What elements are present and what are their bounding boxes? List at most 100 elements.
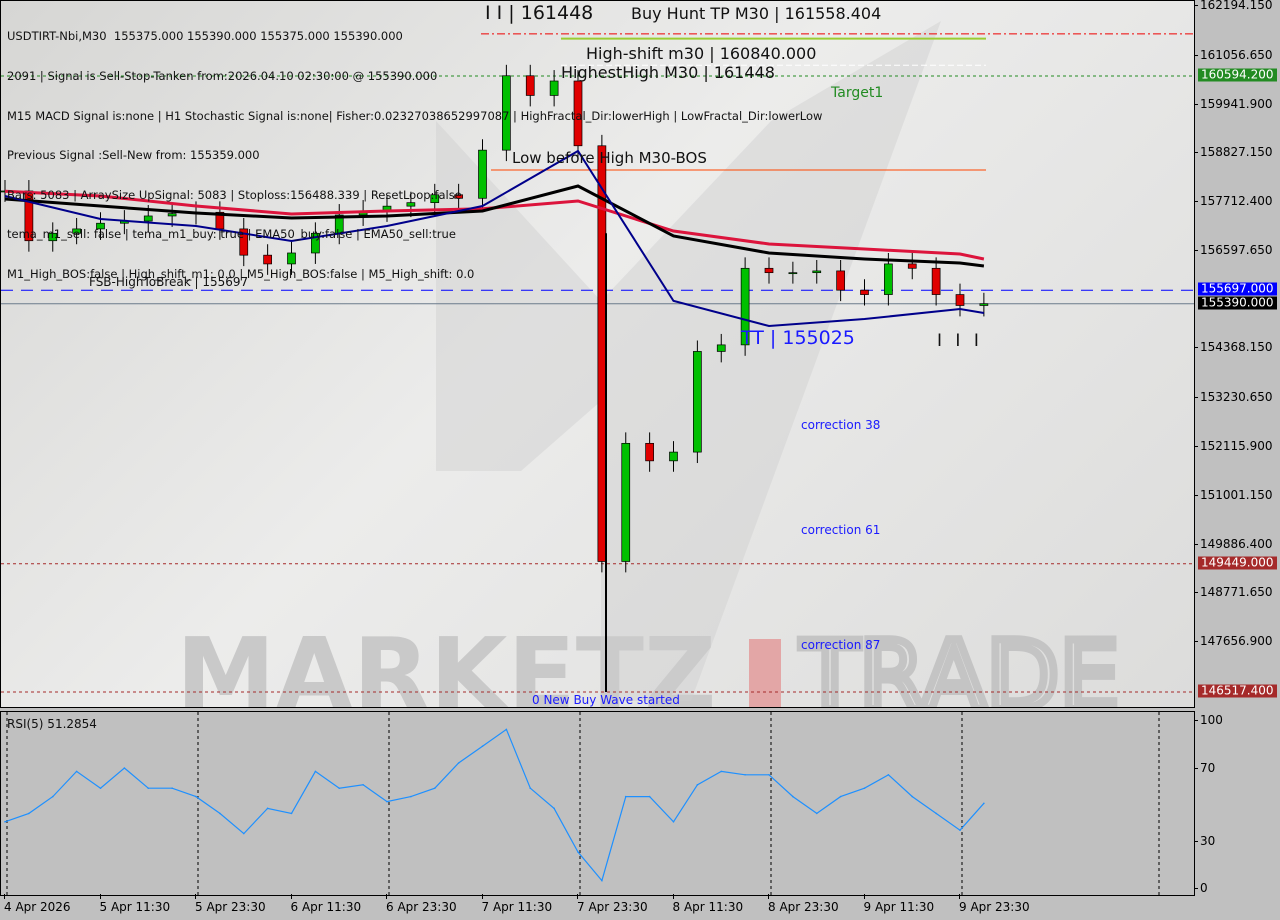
rsi-point [935, 812, 937, 815]
rsi-point [601, 879, 603, 882]
candle [502, 75, 511, 151]
candle [716, 344, 726, 352]
tt-label: TT | 155025 [741, 327, 855, 349]
candle [573, 80, 583, 147]
moving-average-line [4, 184, 985, 268]
candle [693, 351, 702, 453]
price-tick-label: 159941.900 [1194, 96, 1273, 111]
price-tick-label: 156597.650 [1194, 242, 1273, 257]
rsi-point [696, 784, 699, 786]
rsi-point [839, 795, 842, 798]
info-line: 2091 | Signal is Sell-Stop-Tanken from:2… [7, 69, 438, 84]
candle [48, 232, 58, 242]
candle [239, 228, 249, 256]
correction-38-label: correction 38 [801, 418, 881, 432]
price-level-badge: 155390.000 [1198, 296, 1277, 310]
price-tick-label: 147656.900 [1194, 634, 1273, 649]
rsi-point [744, 773, 746, 776]
rsi-point [51, 795, 54, 798]
candle [167, 213, 177, 217]
time-tick-label: 5 Apr 11:30 [99, 894, 171, 914]
ii-high-label: I I | 161448 [485, 2, 594, 24]
info-line: M15 MACD Signal is:none | H1 Stochastic … [7, 108, 823, 123]
price-tick-label: 153230.650 [1194, 390, 1273, 405]
high-shift-label: High-shift m30 | 160840.000 [586, 44, 817, 63]
price-level-badge: 160594.200 [1198, 68, 1277, 82]
rsi-tick-label: 0 [1194, 881, 1208, 895]
candle [860, 289, 869, 295]
watermark-logo [436, 21, 941, 701]
moving-average-line [4, 149, 985, 328]
time-tick-label: 4 Apr 2026 [4, 894, 71, 914]
info-line: Previous Signal :Sell-New from: 155359.0… [7, 148, 260, 163]
correction-61-label: correction 61 [801, 523, 881, 537]
rsi-point [219, 812, 221, 815]
rsi-point [911, 795, 914, 798]
rsi-point [195, 795, 197, 798]
info-line: Bars: 5083 | ArraySize UpSignal: 5083 | … [7, 187, 462, 202]
rsi-point [290, 812, 293, 815]
rsi-point [266, 807, 269, 810]
candle [907, 263, 917, 269]
rsi-tick-label: 70 [1193, 761, 1216, 775]
price-tick-label: 151001.150 [1194, 487, 1273, 502]
rsi-panel[interactable]: RSI(5) 51.2854 [0, 711, 1195, 896]
indicator-info: USDTIRT-Nbi,M30 155375.000 155390.000 15… [7, 4, 822, 308]
watermark-bar [749, 639, 781, 707]
rsi-point [983, 802, 985, 805]
rsi-point [720, 770, 723, 773]
price-axis[interactable]: 162194.150 161056.650 159941.900 158827.150… [1193, 0, 1280, 920]
price-tick-label: 154368.150 [1194, 340, 1273, 355]
price-tick-label: 149886.400 [1194, 536, 1273, 551]
candle [979, 303, 989, 306]
time-tick-label: 7 Apr 23:30 [577, 894, 648, 914]
rsi-point [529, 787, 532, 789]
watermark-text: TRADE [800, 622, 1119, 708]
rsi-tick-label: 100 [1194, 713, 1223, 727]
rsi-point [386, 800, 388, 803]
candle [669, 451, 678, 462]
buy-hunt-tp-label: Buy Hunt TP M30 | 161558.404 [631, 4, 882, 23]
rsi-point [123, 767, 126, 769]
candle [143, 215, 153, 222]
rsi-point [75, 770, 78, 773]
candle [740, 267, 750, 346]
rsi-point [863, 787, 866, 789]
rsi-point [171, 787, 173, 789]
info-line: tema_m1_sell: false | tema_m1_buy: true … [7, 227, 456, 242]
candle [931, 267, 941, 295]
candle [549, 80, 559, 96]
price-level-badge: 155697.000 [1198, 282, 1277, 296]
rsi-point [553, 807, 555, 810]
fsb-label: FSB-HighToBreak | 155697 [89, 275, 249, 289]
price-tick-label: 157712.400 [1194, 194, 1273, 209]
time-tick-label: 9 Apr 23:30 [959, 894, 1030, 914]
rsi-title: RSI(5) 51.2854 [7, 717, 97, 731]
time-tick-label: 8 Apr 23:30 [768, 894, 839, 914]
rsi-point [648, 795, 651, 798]
rsi-point [624, 795, 627, 798]
rsi-tick-label: 30 [1193, 834, 1216, 848]
correction-87-label: correction 87 [801, 638, 881, 652]
candle [621, 442, 631, 562]
candle [884, 263, 893, 295]
candle [764, 267, 774, 274]
price-chart[interactable]: MARKETZ TRADE USDTIRT-Nbi,M30 155375.000 … [0, 0, 1195, 708]
rsi-point [887, 773, 890, 776]
info-line: USDTIRT-Nbi,M30 155375.000 155390.000 15… [7, 29, 403, 44]
rsi-point [4, 821, 6, 823]
time-tick-label: 6 Apr 11:30 [290, 894, 362, 914]
rsi-point [577, 851, 579, 853]
time-tick-label: 9 Apr 11:30 [863, 894, 935, 914]
low-before-high-label: Low before High M30-BOS [512, 149, 707, 167]
time-tick-label: 5 Apr 23:30 [195, 894, 266, 914]
rsi-point [815, 812, 818, 815]
moving-average-line [4, 189, 985, 261]
candle [645, 442, 654, 462]
highest-high-label: HighestHigh M30 | 161448 [561, 63, 775, 82]
candle [955, 294, 965, 306]
price-level-badge: 146517.400 [1198, 684, 1277, 698]
price-tick-label: 162194.150 [1194, 0, 1273, 12]
candle [72, 228, 81, 234]
rsi-point [99, 787, 102, 789]
